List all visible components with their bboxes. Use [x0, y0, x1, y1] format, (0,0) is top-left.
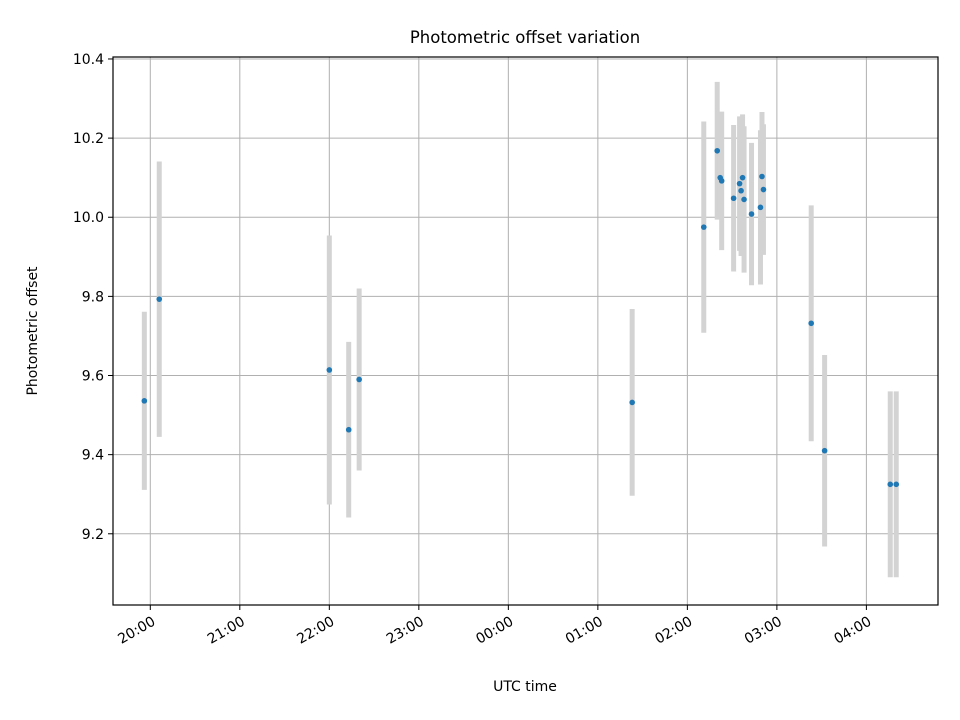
data-point	[141, 398, 148, 404]
y-tick-label: 10.2	[73, 131, 104, 147]
plot-frame	[112, 56, 939, 606]
data-point	[808, 320, 814, 327]
data-point	[345, 426, 352, 433]
data-point	[356, 376, 362, 383]
data-point	[326, 367, 333, 373]
data-point	[887, 481, 894, 488]
data-point	[760, 186, 767, 193]
y-tick-label: 10.4	[73, 52, 104, 68]
data-point	[156, 296, 163, 302]
y-tick-label: 9.2	[82, 527, 104, 543]
data-points	[141, 147, 900, 488]
y-tick-label: 9.4	[82, 448, 104, 464]
data-point	[700, 224, 707, 230]
data-point	[736, 180, 743, 187]
data-point	[629, 399, 635, 406]
chart-title: Photometric offset variation	[410, 28, 640, 47]
data-point	[893, 481, 900, 488]
y-tick-label: 9.8	[82, 289, 104, 305]
data-point	[757, 204, 764, 211]
data-point	[821, 447, 828, 454]
y-axis-label: Photometric offset	[25, 266, 41, 396]
data-point	[741, 196, 747, 203]
data-point	[714, 147, 721, 154]
data-point	[730, 195, 737, 202]
grid	[113, 57, 938, 605]
data-point	[759, 173, 765, 180]
y-tick-label: 9.6	[82, 369, 104, 385]
data-point	[739, 174, 746, 181]
data-point	[738, 187, 744, 194]
data-point	[718, 178, 725, 184]
x-axis-label: UTC time	[493, 679, 557, 695]
y-tick-label: 10.0	[73, 210, 104, 226]
y-axis-ticks: 9.2 9.4 9.6 9.8 10.0 10.2 10.4	[73, 52, 113, 543]
data-point	[748, 211, 755, 217]
